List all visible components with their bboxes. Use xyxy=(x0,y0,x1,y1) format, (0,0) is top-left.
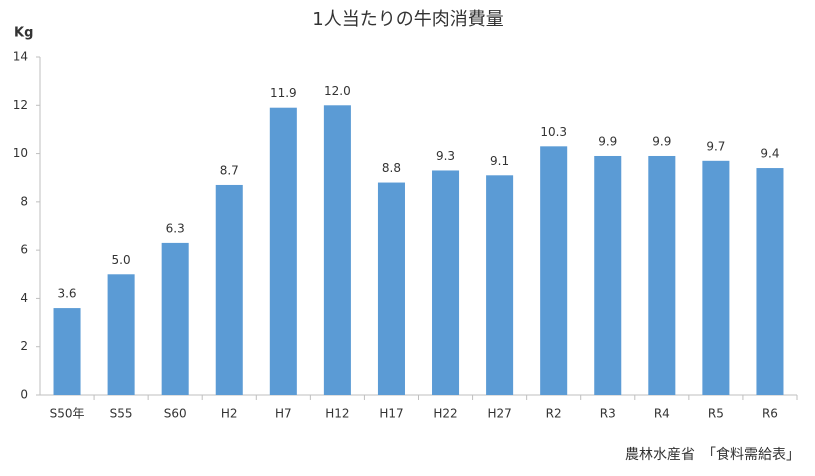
bar xyxy=(323,105,351,396)
value-label: 8.7 xyxy=(220,163,239,177)
y-tick-label: 10 xyxy=(13,146,28,160)
y-tick-label: 8 xyxy=(20,194,28,208)
y-tick-label: 6 xyxy=(20,243,28,257)
value-label: 9.9 xyxy=(598,134,617,148)
bar xyxy=(53,308,81,395)
bar xyxy=(107,274,135,395)
y-tick-label: 14 xyxy=(13,50,28,64)
bar xyxy=(756,168,784,395)
x-tick-label: H22 xyxy=(433,407,457,421)
x-tick-label: H2 xyxy=(221,407,238,421)
value-label: 5.0 xyxy=(112,253,131,267)
value-label: 11.9 xyxy=(270,86,297,100)
source: 農林水産省 「食料需給表」 xyxy=(625,446,800,463)
value-label: 9.7 xyxy=(706,139,725,153)
bar xyxy=(594,155,622,395)
x-tick-label: S50年 xyxy=(50,407,85,421)
x-tick-label: H17 xyxy=(379,407,403,421)
value-label: 10.3 xyxy=(540,125,567,139)
y-tick-label: 12 xyxy=(13,98,28,112)
bar xyxy=(377,182,405,395)
value-label: 6.3 xyxy=(166,221,185,235)
y-axis-label: Kg xyxy=(14,26,33,41)
y-tick-label: 0 xyxy=(20,388,28,402)
y-tick-label: 2 xyxy=(20,339,28,353)
bar xyxy=(432,170,460,395)
bar xyxy=(648,155,676,395)
x-tick-label: H27 xyxy=(487,407,511,421)
x-tick-label: S60 xyxy=(164,407,187,421)
x-tick-label: R5 xyxy=(708,407,724,421)
x-tick-label: H7 xyxy=(275,407,292,421)
x-tick-label: H12 xyxy=(325,407,349,421)
x-tick-label: R4 xyxy=(654,407,670,421)
bar xyxy=(702,160,730,395)
x-tick-label: S55 xyxy=(110,407,133,421)
x-tick-label: R6 xyxy=(762,407,778,421)
bar xyxy=(269,107,297,395)
value-label: 8.8 xyxy=(382,161,401,175)
value-label: 9.1 xyxy=(490,154,509,168)
chart-title: 1人当たりの牛肉消費量 xyxy=(312,9,503,30)
value-label: 9.4 xyxy=(760,147,779,161)
bar xyxy=(215,184,243,395)
value-label: 9.9 xyxy=(652,134,671,148)
y-tick-label: 4 xyxy=(20,291,28,305)
value-label: 3.6 xyxy=(57,287,76,301)
x-tick-label: R3 xyxy=(600,407,616,421)
value-label: 9.3 xyxy=(436,149,455,163)
bar xyxy=(161,242,189,395)
value-label: 12.0 xyxy=(324,84,351,98)
x-tick-label: R2 xyxy=(546,407,562,421)
bar xyxy=(486,175,514,395)
bar xyxy=(540,146,568,395)
